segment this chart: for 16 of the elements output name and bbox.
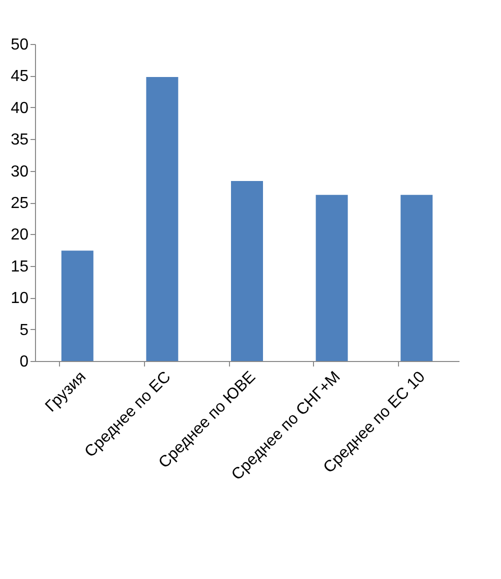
bar [61, 250, 94, 361]
y-tick-label: 15 [10, 258, 29, 276]
y-tick-label: 35 [10, 132, 29, 149]
y-tick-label: 10 [10, 290, 29, 308]
y-tick-label: 40 [10, 100, 29, 117]
bar [231, 180, 263, 361]
y-tick-label: 0 [20, 354, 29, 370]
y-tick-label: 20 [10, 226, 29, 244]
y-tick-label: 25 [10, 195, 29, 212]
bar [400, 194, 433, 361]
y-tick-label: 45 [10, 68, 29, 86]
y-tick-label: 30 [10, 163, 29, 180]
bar [146, 76, 178, 361]
y-tick-label: 50 [10, 36, 29, 54]
bar [316, 194, 348, 361]
y-tick-label: 5 [20, 322, 29, 339]
